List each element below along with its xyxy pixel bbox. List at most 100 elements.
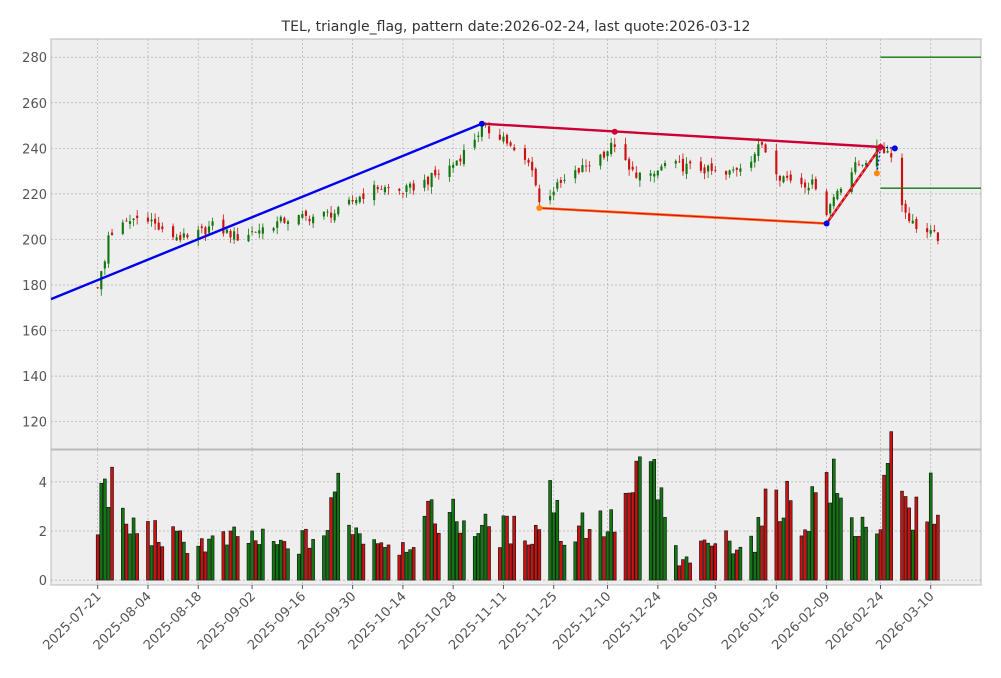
volume-bar bbox=[810, 486, 815, 581]
candle-body bbox=[258, 230, 261, 234]
candle-body bbox=[886, 151, 889, 153]
volume-bar bbox=[286, 548, 290, 581]
volume-bar bbox=[860, 516, 865, 581]
volume-bar bbox=[253, 540, 258, 581]
candle-body bbox=[462, 149, 466, 165]
volume-bar bbox=[684, 556, 689, 581]
candle-body bbox=[714, 170, 717, 172]
candle-body bbox=[376, 186, 379, 190]
candle-body bbox=[732, 169, 735, 171]
candle-body bbox=[426, 176, 430, 185]
volume-bar bbox=[329, 497, 333, 581]
candle-body bbox=[358, 196, 361, 203]
candle-body bbox=[251, 231, 254, 233]
volume-bar bbox=[429, 499, 434, 581]
candle-body bbox=[229, 230, 232, 238]
candle-body bbox=[128, 221, 132, 224]
candle-body bbox=[179, 235, 182, 241]
volume-bar bbox=[131, 517, 136, 581]
volume-bar bbox=[375, 543, 380, 581]
candle-body bbox=[552, 191, 555, 196]
candle-body bbox=[559, 179, 562, 183]
candle-body bbox=[800, 177, 803, 185]
candle-body bbox=[703, 167, 706, 174]
price-tick-label: 280 bbox=[22, 51, 47, 66]
candle-body bbox=[304, 210, 308, 216]
candle-body bbox=[222, 219, 225, 234]
price-tick-label: 120 bbox=[22, 416, 47, 431]
volume-bar bbox=[257, 544, 262, 581]
volume-bar bbox=[706, 542, 710, 581]
candle-body bbox=[103, 261, 106, 269]
candle-body bbox=[757, 144, 760, 157]
price-tick-label: 220 bbox=[22, 188, 47, 203]
candle-body bbox=[584, 165, 588, 167]
candle-body bbox=[477, 135, 480, 137]
candle-body bbox=[362, 193, 365, 199]
candle-body bbox=[807, 187, 810, 191]
volume-bar bbox=[250, 530, 254, 581]
candle-body bbox=[326, 211, 329, 213]
candle-body bbox=[430, 172, 433, 187]
volume-bar bbox=[336, 472, 341, 581]
volume-bar bbox=[659, 487, 664, 581]
candle-body bbox=[786, 175, 789, 178]
volume-bar bbox=[677, 565, 682, 581]
candle-body bbox=[161, 226, 164, 230]
candle-body bbox=[789, 174, 792, 181]
candle-body bbox=[556, 182, 559, 189]
candle-body bbox=[764, 144, 767, 153]
volume-bar bbox=[296, 553, 301, 581]
pattern-point bbox=[873, 170, 880, 177]
volume-bar bbox=[261, 528, 265, 581]
candle-body bbox=[875, 146, 878, 167]
volume-bar bbox=[814, 492, 818, 581]
volume-bar bbox=[537, 529, 542, 581]
candle-body bbox=[182, 233, 185, 238]
volume-bar bbox=[99, 482, 104, 581]
candle-body bbox=[829, 204, 832, 214]
volume-bar bbox=[200, 538, 204, 581]
volume-bar bbox=[799, 535, 804, 581]
candle-body bbox=[861, 164, 864, 166]
volume-bar bbox=[709, 545, 714, 581]
volume-bar bbox=[731, 553, 736, 581]
volume-bar bbox=[674, 545, 678, 581]
candle-body bbox=[233, 231, 236, 240]
candle-body bbox=[900, 157, 904, 206]
volume-bar bbox=[404, 551, 409, 581]
volume-bar bbox=[753, 551, 757, 581]
candle-body bbox=[753, 154, 756, 163]
volume-bar bbox=[781, 517, 786, 581]
candle-body bbox=[308, 218, 311, 222]
volume-bar bbox=[630, 492, 635, 581]
candle-body bbox=[157, 222, 160, 230]
volume-bar bbox=[875, 533, 879, 581]
volume-bar bbox=[476, 533, 481, 581]
candle-body bbox=[110, 232, 114, 235]
volume-bar bbox=[526, 544, 531, 581]
volume-bar bbox=[275, 544, 279, 581]
volume-bar bbox=[182, 541, 186, 581]
volume-bar bbox=[322, 535, 326, 581]
pattern-point bbox=[536, 205, 543, 212]
pattern-layer bbox=[50, 56, 981, 301]
volume-bar bbox=[110, 466, 114, 581]
volume-bar bbox=[149, 545, 154, 581]
candle-body bbox=[674, 160, 677, 164]
candle-body bbox=[211, 221, 214, 226]
volume-bar bbox=[228, 530, 233, 581]
candle-body bbox=[933, 229, 936, 232]
volume-bar bbox=[555, 499, 560, 581]
volume-bar bbox=[508, 543, 513, 581]
candle-body bbox=[929, 230, 932, 234]
candle-body bbox=[513, 147, 516, 151]
volume-bar bbox=[325, 530, 330, 581]
candle-body bbox=[549, 196, 552, 201]
candle-body bbox=[154, 218, 157, 224]
candle-body bbox=[531, 161, 534, 171]
volume-bar bbox=[785, 480, 789, 581]
candle-body bbox=[588, 165, 591, 167]
candle-body bbox=[132, 218, 135, 220]
volume-bar bbox=[408, 549, 412, 581]
